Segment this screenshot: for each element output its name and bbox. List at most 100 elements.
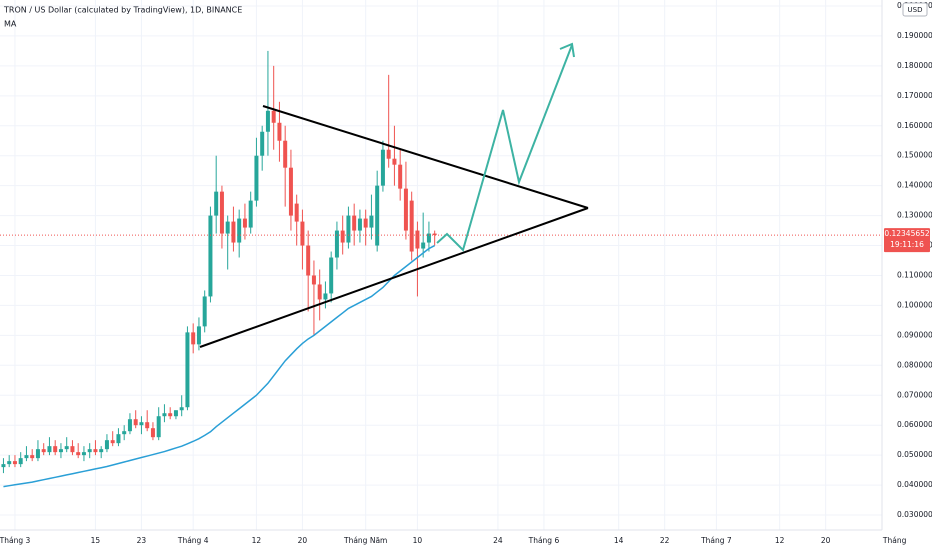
candle-body (225, 221, 230, 234)
candle-body (156, 416, 161, 438)
candle-body (363, 218, 368, 228)
y-tick-label: 0.17000000 (897, 91, 932, 100)
y-tick-label: 0.05000000 (897, 450, 932, 459)
candle-body (81, 452, 86, 456)
candle-body (260, 131, 265, 156)
x-tick-label: 20 (821, 536, 831, 545)
candle-body (99, 449, 104, 453)
candle-body (185, 332, 190, 408)
candle-body (7, 461, 12, 465)
candle-body (392, 158, 397, 165)
candle-body (415, 230, 420, 249)
candle-body (380, 149, 385, 186)
candle-body (162, 413, 167, 417)
y-tick-label: 0.10000000 (897, 300, 932, 309)
x-tick-label: Tháng 3 (0, 536, 30, 545)
candle-body (208, 215, 213, 297)
x-tick-label: Tháng 7 (700, 536, 732, 545)
candle-body (352, 215, 357, 231)
countdown-label: 19:11:16 (890, 240, 924, 249)
candle-body (202, 296, 207, 327)
drawings (199, 42, 589, 348)
candle-body (173, 410, 178, 417)
x-tick-label: 12 (775, 536, 785, 545)
candle-body (231, 221, 236, 243)
candle-body (47, 446, 52, 453)
y-tick-label: 0.08000000 (897, 360, 932, 369)
x-tick-label: Tháng 4 (177, 536, 209, 545)
x-tick-label: 14 (614, 536, 624, 545)
candle-body (248, 200, 253, 228)
y-tick-label: 0.15000000 (897, 151, 932, 160)
candle-body (277, 122, 282, 141)
candle-body (357, 218, 362, 231)
candle-body (219, 191, 224, 234)
y-tick-label: 0.04000000 (897, 480, 932, 489)
candle-body (35, 449, 40, 459)
x-tick-label: Tháng Năm (343, 536, 387, 545)
candle-body (196, 326, 201, 345)
candle-body (150, 428, 155, 438)
axes: Tháng 3 15 23 Tháng 4 12 20 Tháng Năm 10 24 Tháng… (0, 536, 907, 545)
legend-entry: MA (4, 20, 17, 29)
trend-line (262, 105, 589, 209)
plot-area (0, 50, 882, 488)
candle-body (329, 257, 334, 294)
currency-badge[interactable] (902, 2, 928, 17)
candle-body (265, 110, 270, 132)
candle-body (283, 140, 288, 168)
candle-body (110, 440, 115, 444)
last-price-badge (884, 228, 930, 253)
candle-body (306, 245, 311, 276)
candle-body (122, 431, 127, 435)
candle-body (334, 230, 339, 258)
chart-title: TRON / US Dollar (calculated by TradingV… (3, 6, 242, 15)
candle-body (12, 461, 17, 465)
candle-body (242, 218, 247, 228)
candle-body (76, 452, 81, 456)
candle-body (179, 407, 184, 411)
y-tick-label: 0.14000000 (897, 181, 932, 190)
x-tick-label: 12 (252, 536, 262, 545)
candle-body (53, 446, 58, 453)
y-tick-label: 0.13000000 (897, 211, 932, 220)
candle-body (64, 446, 69, 450)
price-axis-panel (882, 0, 932, 550)
candle-body (18, 458, 23, 465)
candle-body (300, 221, 305, 246)
y-tick-label: 0.19000000 (897, 31, 932, 40)
candle-body (432, 233, 437, 236)
x-tick-label: 15 (91, 536, 101, 545)
x-tick-label: 24 (493, 536, 503, 545)
last-price-label: 0.12345652 (884, 229, 930, 238)
candle-body (58, 449, 63, 453)
x-tick-label: 22 (660, 536, 670, 545)
x-tick-label: 10 (413, 536, 423, 545)
projection-arrow (436, 44, 573, 252)
candle-body (127, 419, 132, 432)
candle-body (409, 200, 414, 252)
candle-body (168, 413, 173, 417)
y-tick-label: 0.03000000 (897, 510, 932, 519)
candle-body (317, 284, 322, 300)
moving-average-line (3, 244, 436, 488)
x-tick-label: 20 (298, 536, 308, 545)
candle-body (139, 422, 144, 426)
x-tick-label: Tháng 6 (528, 536, 560, 545)
candle-body (288, 167, 293, 216)
candle-body (104, 440, 109, 450)
candle-body (346, 215, 351, 243)
candle-body (426, 233, 431, 243)
candle-body (145, 422, 150, 429)
x-tick-label: Tháng (882, 536, 907, 545)
candle-body (369, 215, 374, 228)
currency-label: USD (908, 6, 923, 14)
candle-body (398, 164, 403, 189)
y-tick-label: 0.11000000 (897, 270, 932, 279)
y-tick-label: 0.16000000 (897, 121, 932, 130)
candle-body (191, 332, 196, 345)
candle-body (70, 446, 75, 453)
candle-body (133, 419, 138, 426)
arrow-head (559, 42, 575, 58)
